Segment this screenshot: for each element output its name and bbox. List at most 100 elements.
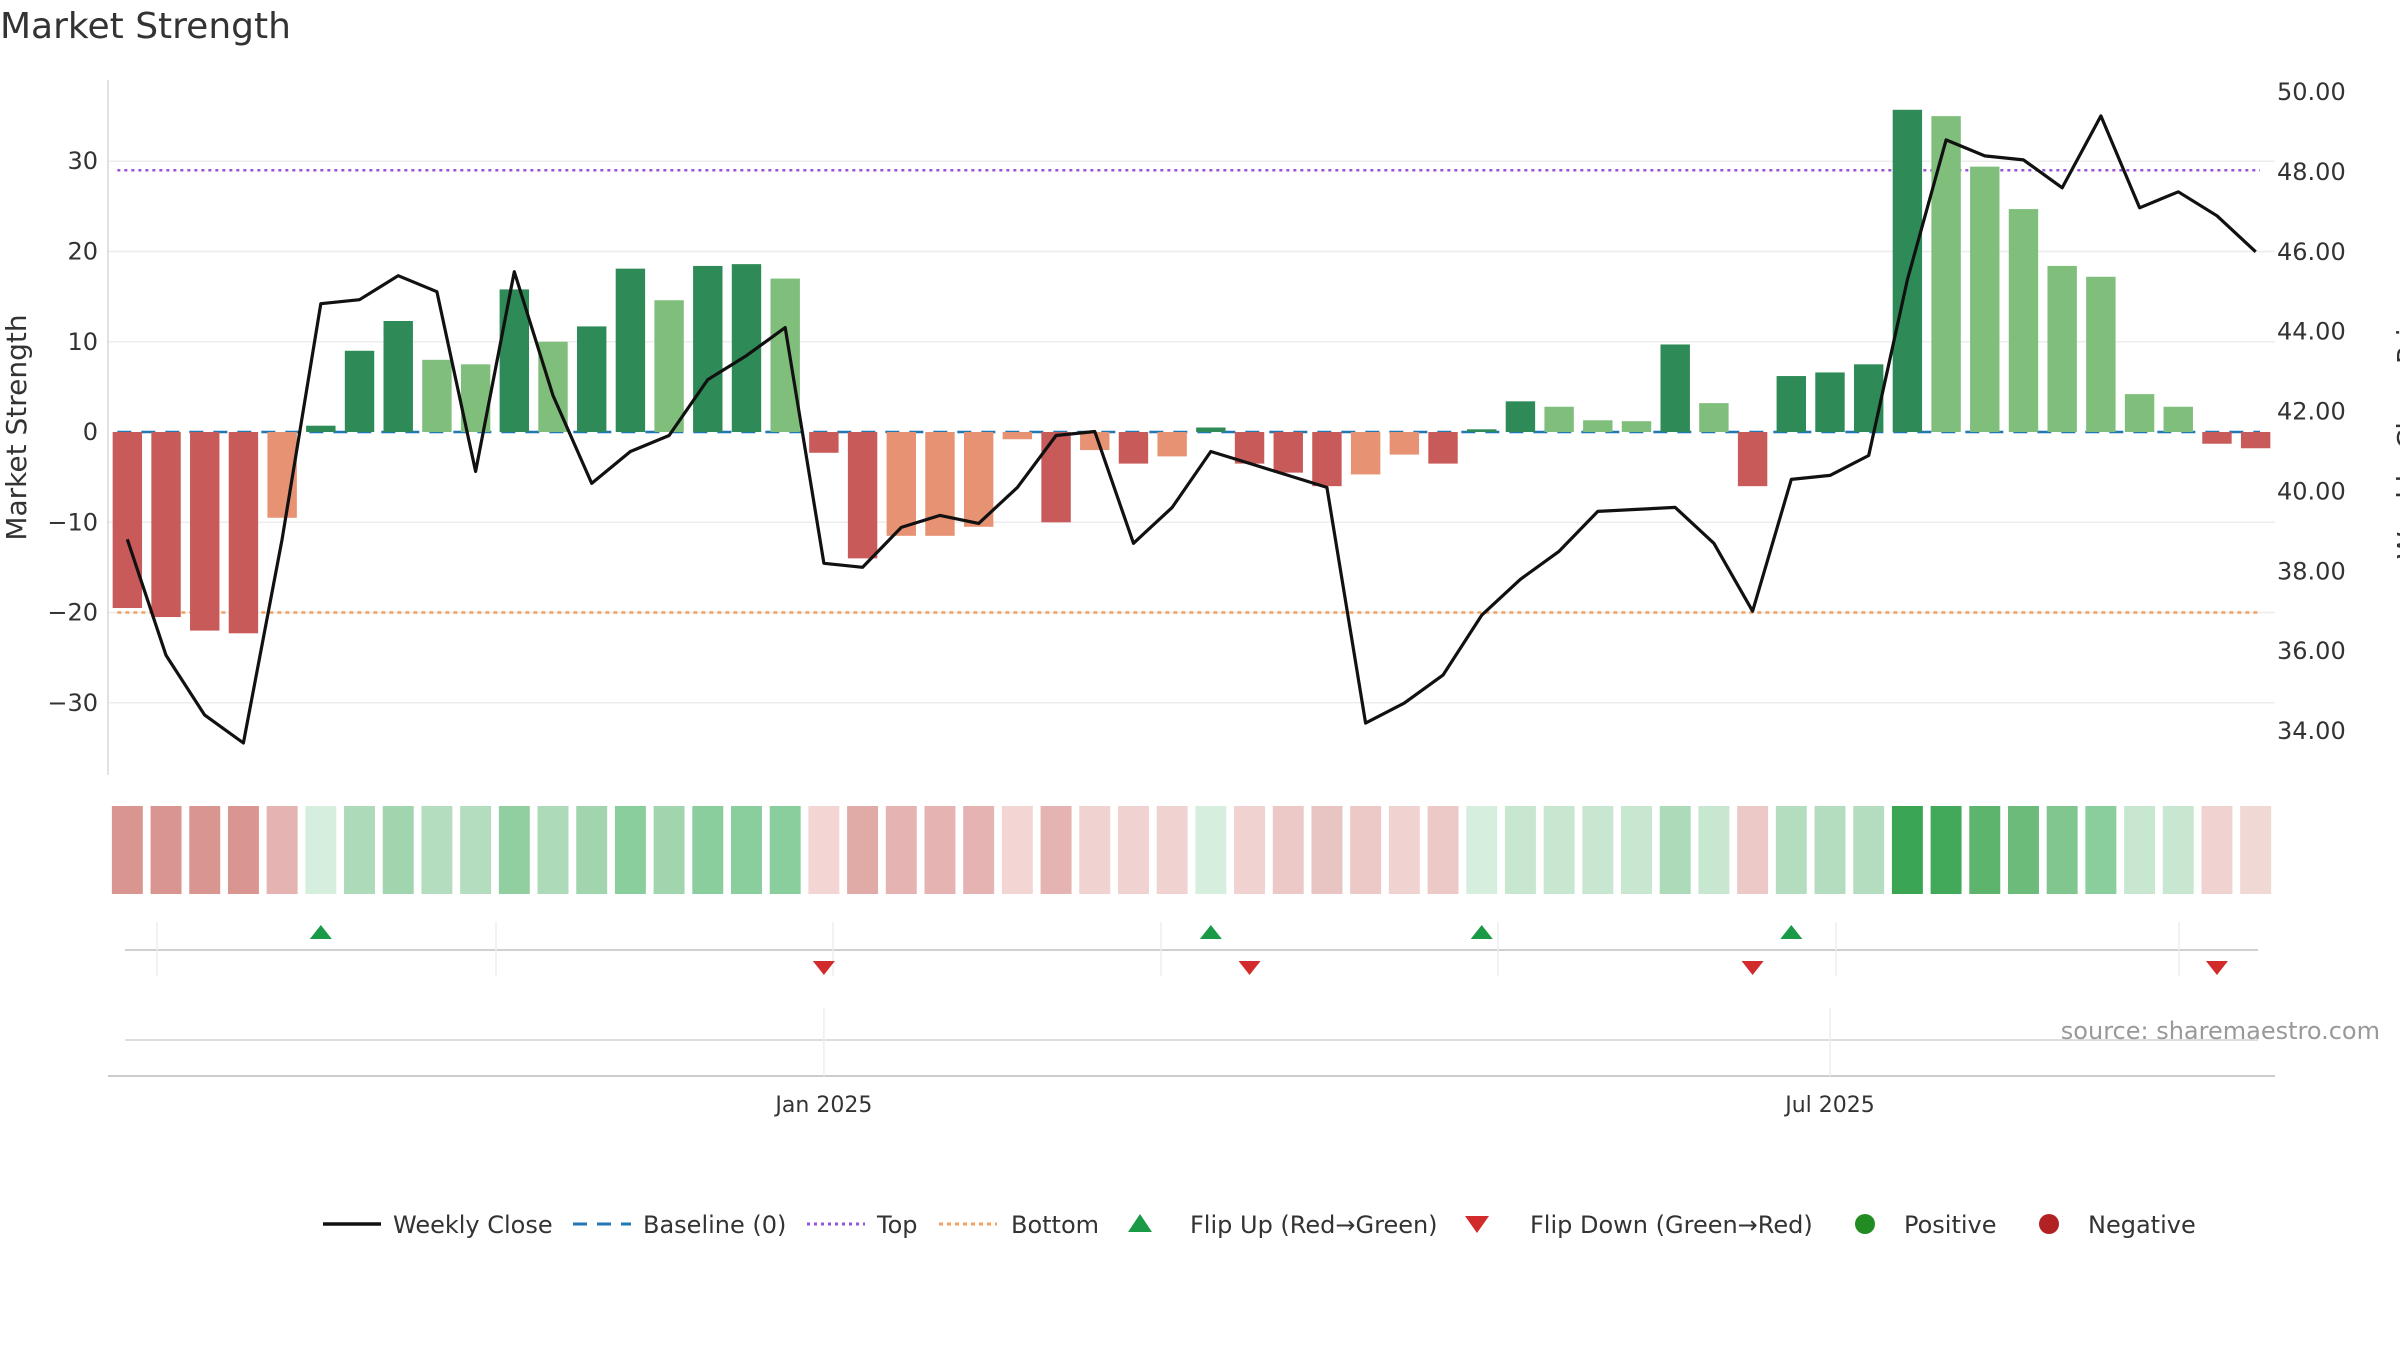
legend-top-label: Top (876, 1211, 918, 1239)
strength-bar (1699, 403, 1729, 433)
strength-bar (654, 300, 684, 433)
strength-bar (1312, 432, 1342, 487)
strength-bar (1273, 432, 1303, 473)
heat-cell (1311, 806, 1343, 894)
heat-cell (692, 806, 724, 894)
legend-baseline-label: Baseline (0) (643, 1211, 786, 1239)
y2-tick-label: 34.00 (2277, 717, 2346, 745)
heat-cell (1388, 806, 1420, 894)
flip-down-marker (1741, 961, 1764, 975)
heat-cell (2162, 806, 2194, 894)
chart-title: Market Strength (0, 6, 291, 47)
strength-bar (1737, 432, 1768, 487)
axes: 30 20 10 0 −10 −20 −30 50.00 48.00 46.00 44.00 42.0… (0, 78, 2400, 775)
heat-cell (1156, 806, 1188, 894)
flip-down-marker (1238, 961, 1261, 975)
strength-bar (1621, 421, 1652, 433)
heat-cell (653, 806, 685, 894)
strength-bar (2086, 276, 2116, 433)
y-tick-label: 20 (67, 237, 98, 265)
heat-cell (1891, 806, 1923, 894)
flip-up-marker (1470, 925, 1493, 939)
y-tick-label: 10 (67, 328, 98, 356)
heat-cell (1853, 806, 1885, 894)
heat-cell (2007, 806, 2039, 894)
strength-bar (1118, 432, 1149, 464)
strength-bar (1157, 432, 1187, 457)
strength-bar (1853, 364, 1884, 433)
y2-tick-label: 36.00 (2277, 637, 2346, 665)
heat-cell (305, 806, 337, 894)
heat-cell (150, 806, 182, 894)
legend-positive-swatch (1855, 1214, 1875, 1234)
heat-cell (1930, 806, 1962, 894)
legend-flip-down-label: Flip Down (Green→Red) (1530, 1211, 1813, 1239)
strength-bar (886, 432, 916, 536)
heat-cell (924, 806, 956, 894)
heat-cell (2201, 806, 2233, 894)
heat-cell (1234, 806, 1266, 894)
y-tick-label: −10 (47, 508, 98, 536)
strength-bar (577, 326, 607, 433)
heat-cell (111, 806, 143, 894)
strength-bar (770, 278, 800, 433)
heat-cell (2240, 806, 2272, 894)
legend-weekly-close-label: Weekly Close (393, 1211, 553, 1239)
legend: Weekly Close Baseline (0) Top Bottom Flip Up… (323, 1211, 2196, 1239)
heat-cell (1698, 806, 1730, 894)
strength-bar (1544, 406, 1574, 433)
strength-bar (151, 432, 181, 618)
strength-bar (2240, 432, 2271, 449)
legend-flip-up-swatch (1128, 1214, 1152, 1232)
strength-bar (1970, 166, 2000, 433)
strength-bar (847, 432, 878, 559)
heat-cell (885, 806, 917, 894)
strength-bar (2008, 209, 2039, 433)
heat-cell (2046, 806, 2078, 894)
strength-bar (306, 425, 336, 433)
heat-cell (614, 806, 646, 894)
strength-bar (1467, 429, 1497, 433)
heat-cell (2124, 806, 2156, 894)
strength-bar (344, 350, 375, 433)
heat-cell (460, 806, 492, 894)
strength-bar (1931, 116, 1961, 433)
heat-cell (1737, 806, 1769, 894)
strength-bars (112, 109, 2271, 634)
legend-bottom-label: Bottom (1011, 1211, 1099, 1239)
heat-cell (1001, 806, 1033, 894)
strength-bar (112, 432, 143, 609)
strength-bar (615, 268, 646, 433)
strength-bar (2163, 406, 2193, 433)
weekly-close-line (125, 114, 2257, 745)
heat-cell (344, 806, 376, 894)
flip-up-marker (309, 925, 332, 939)
legend-positive-label: Positive (1904, 1211, 1997, 1239)
source-note: source: sharemaestro.com (2061, 1017, 2380, 1045)
heat-cell (2085, 806, 2117, 894)
flip-down-marker (812, 961, 835, 975)
heat-cell (1040, 806, 1072, 894)
heat-cell (1659, 806, 1691, 894)
heat-cell (1969, 806, 2001, 894)
strength-bar (1080, 432, 1110, 451)
heat-cell (1466, 806, 1498, 894)
legend-flip-down-swatch (1465, 1216, 1489, 1233)
heat-cell (537, 806, 569, 894)
heat-cell (1427, 806, 1459, 894)
heat-cell (963, 806, 995, 894)
strength-bar (499, 289, 530, 433)
y-tick-label: 0 (83, 418, 98, 446)
heat-cell (1814, 806, 1846, 894)
heat-cell (498, 806, 530, 894)
flip-down-marker (2205, 961, 2228, 975)
strength-bar (1505, 401, 1536, 433)
heat-cell (1621, 806, 1652, 894)
heat-cell (769, 806, 801, 894)
heat-cell (576, 806, 608, 894)
heat-cell (266, 806, 298, 894)
strength-bar (1389, 432, 1420, 455)
strength-bar (2124, 394, 2155, 433)
y-tick-label: −30 (47, 689, 98, 717)
